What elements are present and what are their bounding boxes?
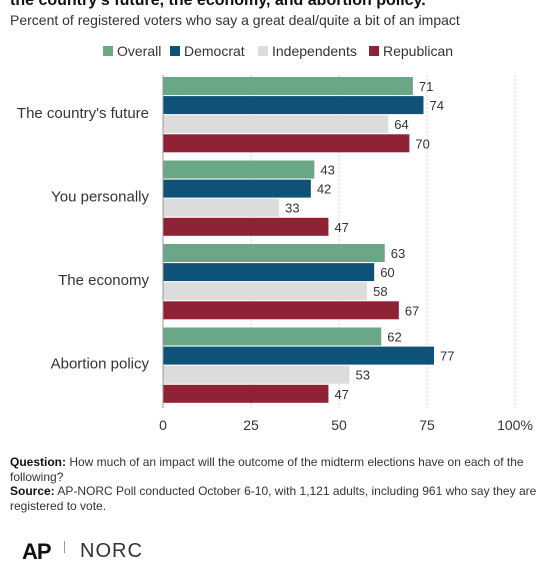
chart-title: the country's future, the economy, and a… bbox=[10, 0, 426, 9]
data-label-3-3: 47 bbox=[334, 387, 348, 402]
norc-logo: NORC bbox=[80, 540, 143, 562]
category-label-2: The economy bbox=[58, 272, 149, 289]
bar-2-1 bbox=[163, 263, 375, 282]
x-tick-label-0: 0 bbox=[159, 417, 167, 433]
category-label-0: The country's future bbox=[17, 105, 149, 122]
chart-subtitle: Percent of registered voters who say a g… bbox=[10, 12, 460, 28]
question-text: How much of an impact will the outcome o… bbox=[10, 455, 524, 484]
logo-divider bbox=[64, 541, 65, 553]
data-label-2-3: 67 bbox=[405, 303, 419, 318]
bar-2-2 bbox=[163, 282, 368, 301]
category-label-1: You personally bbox=[51, 189, 149, 206]
legend-swatch-0 bbox=[103, 46, 113, 56]
category-label-3: Abortion policy bbox=[51, 356, 150, 373]
legend-label-3: Republican bbox=[383, 43, 453, 59]
bar-1-2 bbox=[163, 198, 280, 217]
bar-2-3 bbox=[163, 301, 399, 320]
ap-logo: AP bbox=[22, 539, 52, 564]
bar-2-0 bbox=[163, 244, 385, 262]
bar-3-1 bbox=[163, 346, 435, 365]
data-label-1-2: 33 bbox=[285, 201, 299, 216]
data-label-1-3: 47 bbox=[334, 220, 348, 235]
data-label-1-0: 43 bbox=[320, 163, 334, 178]
bar-0-2 bbox=[163, 115, 389, 134]
source-text: AP-NORC Poll conducted October 6-10, wit… bbox=[10, 484, 537, 513]
data-label-0-0: 71 bbox=[419, 79, 433, 94]
legend-swatch-3 bbox=[369, 46, 379, 56]
data-label-3-1: 77 bbox=[440, 349, 454, 364]
legend-label-2: Independents bbox=[272, 43, 357, 59]
data-label-2-2: 58 bbox=[373, 284, 387, 299]
data-label-2-0: 63 bbox=[391, 246, 405, 261]
data-label-0-2: 64 bbox=[394, 117, 408, 132]
bar-3-0 bbox=[163, 327, 382, 346]
bar-3-3 bbox=[163, 384, 329, 403]
bar-3-2 bbox=[163, 365, 350, 384]
bar-0-1 bbox=[163, 96, 424, 115]
data-label-3-2: 53 bbox=[356, 368, 370, 383]
bar-chart: Overall Democrat Independents Republican The… bbox=[17, 43, 533, 433]
data-label-0-1: 74 bbox=[429, 98, 443, 113]
source-label: Source: bbox=[10, 484, 55, 498]
legend-swatch-1 bbox=[170, 46, 180, 56]
question-note: Question: How much of an impact will the… bbox=[10, 455, 540, 484]
legend-swatch-2 bbox=[258, 46, 268, 56]
question-label: Question: bbox=[10, 455, 66, 469]
data-label-3-0: 62 bbox=[387, 330, 401, 345]
bar-0-0 bbox=[163, 77, 413, 95]
legend-label-1: Democrat bbox=[184, 43, 245, 59]
x-tick-label-2: 50 bbox=[331, 417, 347, 433]
bar-1-3 bbox=[163, 217, 329, 236]
source-note: Source: AP-NORC Poll conducted October 6… bbox=[10, 484, 540, 513]
data-label-1-1: 42 bbox=[317, 182, 331, 197]
data-label-0-3: 70 bbox=[415, 136, 429, 151]
legend-label-0: Overall bbox=[117, 43, 161, 59]
bar-1-1 bbox=[163, 179, 311, 198]
x-tick-label-3: 75 bbox=[419, 417, 435, 433]
bar-1-0 bbox=[163, 160, 315, 179]
data-label-2-1: 60 bbox=[380, 265, 394, 280]
bar-0-3 bbox=[163, 134, 410, 153]
x-tick-label-1: 25 bbox=[243, 417, 259, 433]
footnote: Question: How much of an impact will the… bbox=[10, 455, 540, 513]
x-tick-label-4: 100% bbox=[497, 417, 533, 433]
